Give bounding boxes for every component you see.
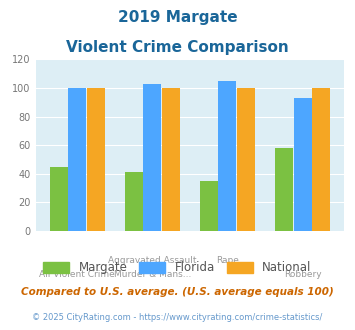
Text: All Violent Crime: All Violent Crime [39,270,115,279]
Bar [294,98,312,231]
Bar [162,88,180,231]
Bar [87,88,105,231]
Text: Murder & Mans...: Murder & Mans... [114,270,191,279]
Bar [50,167,67,231]
Text: Aggravated Assault: Aggravated Assault [108,256,197,265]
Bar [68,88,86,231]
Legend: Margate, Florida, National: Margate, Florida, National [39,257,316,279]
Bar [312,88,330,231]
Bar [275,148,293,231]
Text: 2019 Margate: 2019 Margate [118,10,237,25]
Bar [143,84,162,231]
Text: © 2025 CityRating.com - https://www.cityrating.com/crime-statistics/: © 2025 CityRating.com - https://www.city… [32,314,323,322]
Text: Violent Crime Comparison: Violent Crime Comparison [66,40,289,54]
Text: Compared to U.S. average. (U.S. average equals 100): Compared to U.S. average. (U.S. average … [21,287,334,297]
Bar [125,172,143,231]
Bar [200,181,218,231]
Text: Robbery: Robbery [284,270,321,279]
Bar [237,88,255,231]
Bar [218,81,236,231]
Text: Rape: Rape [216,256,239,265]
